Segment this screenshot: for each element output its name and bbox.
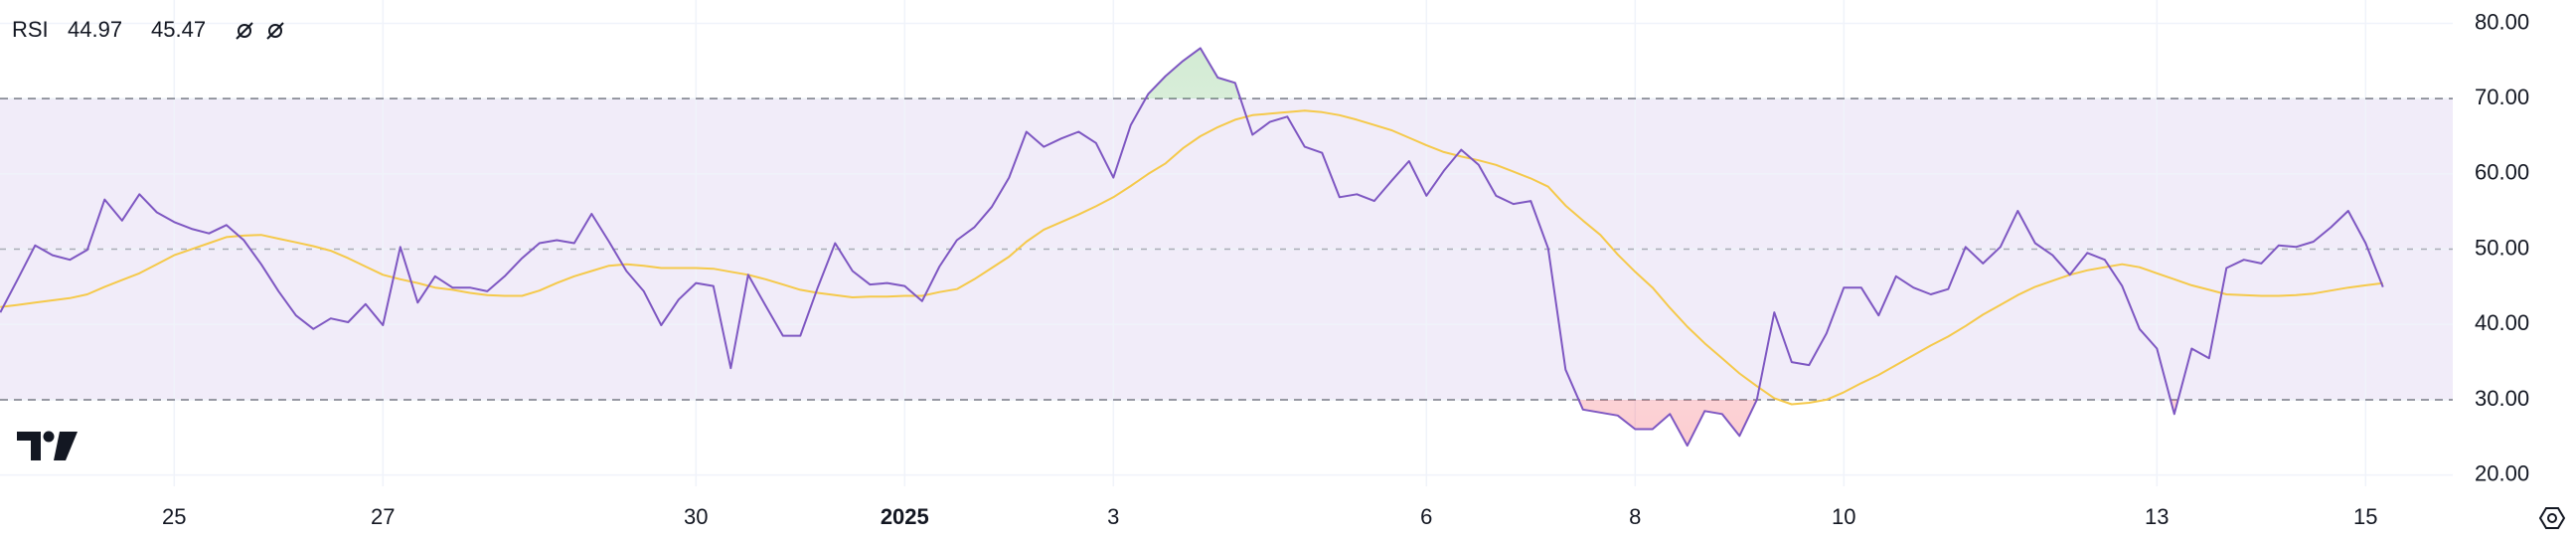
settings-icon[interactable] — [2538, 507, 2566, 529]
y-tick-label: 20.00 — [2475, 460, 2529, 485]
y-tick-label: 80.00 — [2475, 9, 2529, 34]
y-tick-label: 60.00 — [2475, 160, 2529, 185]
hidden-icon[interactable] — [236, 22, 253, 40]
x-tick-label: 10 — [1832, 504, 1855, 529]
tradingview-logo[interactable] — [17, 431, 78, 461]
y-tick-label: 50.00 — [2475, 235, 2529, 260]
legend-value: 45.47 — [151, 17, 206, 42]
x-tick-label: 13 — [2145, 504, 2169, 529]
x-tick-label: 8 — [1629, 504, 1641, 529]
series-line — [0, 109, 2383, 406]
series-line — [0, 47, 2384, 448]
x-tick-label: 3 — [1107, 504, 1119, 529]
x-tick-label: 30 — [684, 504, 708, 529]
indicator-title: RSI — [12, 17, 49, 42]
y-tick-label: 30.00 — [2475, 386, 2529, 411]
x-tick-label: 2025 — [881, 504, 929, 529]
y-tick-label: 40.00 — [2475, 310, 2529, 335]
x-tick-label: 25 — [162, 504, 186, 529]
legend-value: 44.97 — [68, 17, 122, 42]
y-tick-label: 70.00 — [2475, 85, 2529, 109]
x-tick-label: 6 — [1420, 504, 1432, 529]
x-tick-label: 27 — [371, 504, 395, 529]
x-tick-label: 15 — [2353, 504, 2377, 529]
overbought-fill — [0, 48, 2383, 99]
hidden-icon[interactable] — [266, 22, 284, 40]
